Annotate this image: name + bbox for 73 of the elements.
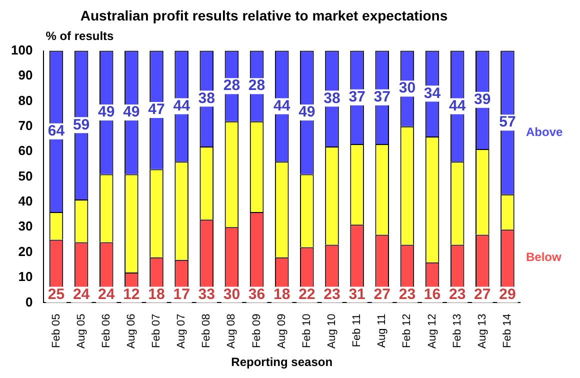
data-label: 49 xyxy=(98,104,115,121)
y-axis-title: % of results xyxy=(46,29,114,44)
data-label: 16 xyxy=(424,286,441,303)
y-tick-label: 70 xyxy=(18,118,33,133)
x-tick-label: Feb 05 xyxy=(50,314,62,348)
y-tick-label: 10 xyxy=(18,269,33,284)
x-tick-label: Feb 11 xyxy=(351,314,364,348)
data-label: 38 xyxy=(198,90,215,107)
data-label: 37 xyxy=(374,88,390,106)
data-label: 25 xyxy=(48,286,65,303)
x-tick-label: Feb 09 xyxy=(250,314,263,348)
data-label: 23 xyxy=(324,286,340,303)
x-tick-label: Feb 06 xyxy=(100,314,112,348)
x-tick-label: Feb 14 xyxy=(501,314,514,348)
data-label: 23 xyxy=(398,286,416,303)
data-label: 36 xyxy=(248,286,266,303)
x-tick-label: Aug 11 xyxy=(376,314,388,348)
data-label: 38 xyxy=(324,90,340,107)
x-tick-label: Aug 09 xyxy=(276,314,288,349)
data-label: 24 xyxy=(72,286,90,303)
data-label: 28 xyxy=(248,77,266,94)
data-label: 28 xyxy=(223,77,240,94)
data-label: 59 xyxy=(72,116,90,134)
data-label: 30 xyxy=(398,80,416,97)
y-tick-label: 40 xyxy=(18,194,33,209)
y-tick-label: 20 xyxy=(18,244,33,259)
x-tick-label: Aug 10 xyxy=(326,314,338,349)
data-label: 49 xyxy=(123,104,140,121)
y-tick-label: 30 xyxy=(18,218,33,234)
data-label: 37 xyxy=(348,88,366,106)
y-tick-label: 90 xyxy=(18,68,33,83)
x-tick-label: Feb 13 xyxy=(451,314,464,348)
y-tick-label: 80 xyxy=(18,92,33,108)
data-label: 18 xyxy=(148,286,165,303)
data-label: 31 xyxy=(348,286,366,303)
data-label: 27 xyxy=(474,286,491,303)
chart-title: Australian profit results relative to market expectations xyxy=(80,7,448,24)
data-label: 22 xyxy=(298,286,316,303)
y-tick-label: 0 xyxy=(25,294,33,310)
x-tick-label: Feb 08 xyxy=(200,314,213,348)
data-label: 30 xyxy=(223,286,240,303)
data-label: 27 xyxy=(374,286,390,303)
y-tick-label: 60 xyxy=(18,143,33,158)
data-label: 24 xyxy=(98,286,116,303)
data-label: 34 xyxy=(424,84,442,102)
data-label: 47 xyxy=(148,101,165,118)
x-tick-label: Feb 07 xyxy=(150,314,163,348)
data-label: 17 xyxy=(173,286,190,303)
x-tick-label: Feb 10 xyxy=(300,314,313,348)
x-tick-label: Aug 12 xyxy=(426,314,438,349)
data-label: 18 xyxy=(274,286,290,303)
data-label: 39 xyxy=(474,91,491,108)
data-label: 33 xyxy=(198,286,215,303)
y-tick-label: 100 xyxy=(10,42,33,58)
data-label: 44 xyxy=(274,97,291,114)
x-axis-title: Reporting season xyxy=(231,355,333,370)
series-label: Above xyxy=(526,124,563,139)
x-tick-label: Aug 05 xyxy=(75,314,88,349)
data-label: 44 xyxy=(448,97,466,114)
data-label: 23 xyxy=(448,286,466,303)
data-label: 44 xyxy=(173,97,191,114)
data-label: 49 xyxy=(298,104,316,121)
x-tick-label: Aug 13 xyxy=(476,314,488,349)
y-tick-label: 50 xyxy=(18,168,33,184)
data-label: 64 xyxy=(48,122,66,140)
data-label: 57 xyxy=(499,114,516,131)
series-label: Below xyxy=(526,250,562,264)
data-label: 29 xyxy=(499,286,516,303)
x-tick-label: Aug 06 xyxy=(125,314,138,349)
x-tick-label: Feb 12 xyxy=(401,314,414,348)
x-tick-label: Aug 08 xyxy=(226,314,238,349)
data-label: 12 xyxy=(123,286,140,303)
x-tick-label: Aug 07 xyxy=(176,314,188,349)
